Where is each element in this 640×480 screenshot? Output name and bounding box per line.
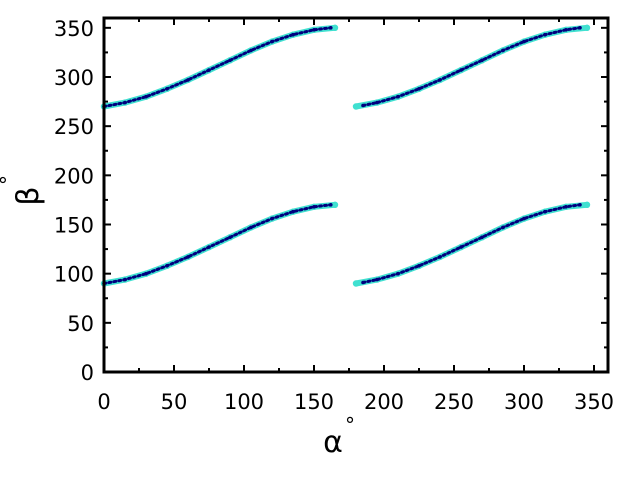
data-point (207, 245, 211, 249)
x-axis-label: α (323, 425, 343, 460)
data-point (291, 209, 295, 214)
series-0-branch-2 (353, 201, 590, 287)
data-point (249, 225, 253, 230)
data-point (578, 26, 582, 30)
data-point (564, 205, 568, 209)
data-point (270, 39, 274, 44)
x-tick-label: 50 (161, 390, 188, 414)
data-point (270, 216, 274, 221)
data-point (501, 225, 505, 230)
x-tick-label: 250 (434, 390, 474, 414)
data-point (543, 209, 547, 214)
x-tick-label: 350 (574, 390, 614, 414)
data-point (522, 39, 526, 44)
tick-labels: 0 50 100 150 200 250 300 350 0 50 100 150 200 250 300 3… (54, 17, 614, 414)
series-0 (100, 24, 591, 287)
data-point (417, 264, 421, 268)
data-point (417, 87, 421, 91)
series-layer (100, 24, 591, 287)
series-0-branch-0 (101, 201, 338, 287)
y-axis-unit: ° (0, 175, 20, 185)
data-point (375, 100, 379, 105)
data-point (291, 32, 295, 37)
data-point (564, 28, 568, 32)
data-point (249, 48, 253, 53)
y-tick-label: 350 (54, 17, 94, 41)
y-tick-label: 100 (54, 263, 94, 287)
series-0-branch-3 (353, 24, 590, 110)
data-point (352, 103, 360, 110)
data-point (480, 58, 484, 63)
data-point (583, 24, 591, 31)
x-tick-label: 100 (224, 390, 264, 414)
data-point (165, 264, 169, 268)
data-point (312, 205, 316, 209)
series-1-branch-1 (102, 26, 333, 108)
data-point (123, 100, 127, 105)
data-point (361, 103, 365, 108)
y-tick-label: 150 (54, 214, 94, 238)
data-point (459, 245, 463, 249)
data-point (207, 68, 211, 72)
plot-frame (102, 16, 610, 374)
y-tick-label: 250 (54, 115, 94, 139)
data-point (522, 216, 526, 221)
data-point (396, 94, 400, 99)
data-point (123, 277, 127, 282)
data-point (144, 271, 148, 276)
data-point (578, 203, 582, 207)
series-0-branch-1 (101, 24, 338, 110)
data-point (438, 255, 442, 259)
data-point (543, 32, 547, 37)
data-point (312, 28, 316, 32)
data-point (352, 280, 360, 287)
data-point (144, 94, 148, 99)
data-point (165, 87, 169, 91)
y-tick-label: 300 (54, 66, 94, 90)
data-point (396, 271, 400, 276)
data-point (361, 280, 365, 285)
y-tick-label: 50 (67, 312, 94, 336)
series-1-branch-3 (361, 26, 582, 107)
data-point (583, 201, 591, 208)
axes-layer (103, 18, 608, 373)
series-1 (102, 26, 582, 286)
data-point (228, 58, 232, 63)
y-tick-label: 200 (54, 164, 94, 188)
data-point (186, 78, 190, 82)
data-point (331, 24, 339, 31)
series-1-branch-2 (361, 203, 582, 284)
x-tick-label: 200 (364, 390, 404, 414)
y-tick-label: 0 (81, 361, 94, 385)
data-point (329, 203, 333, 207)
data-point (459, 68, 463, 72)
x-axis-unit: ° (345, 413, 355, 437)
data-point (480, 235, 484, 240)
x-tick-label: 0 (97, 390, 110, 414)
data-point (375, 277, 379, 282)
data-point (228, 235, 232, 240)
data-point (438, 78, 442, 82)
data-point (329, 26, 333, 30)
data-point (186, 255, 190, 259)
y-axis-label: β (11, 186, 46, 205)
data-point (501, 48, 505, 53)
x-tick-label: 300 (504, 390, 544, 414)
data-point (331, 201, 339, 208)
series-1-branch-0 (102, 203, 333, 285)
x-tick-label: 150 (294, 390, 334, 414)
